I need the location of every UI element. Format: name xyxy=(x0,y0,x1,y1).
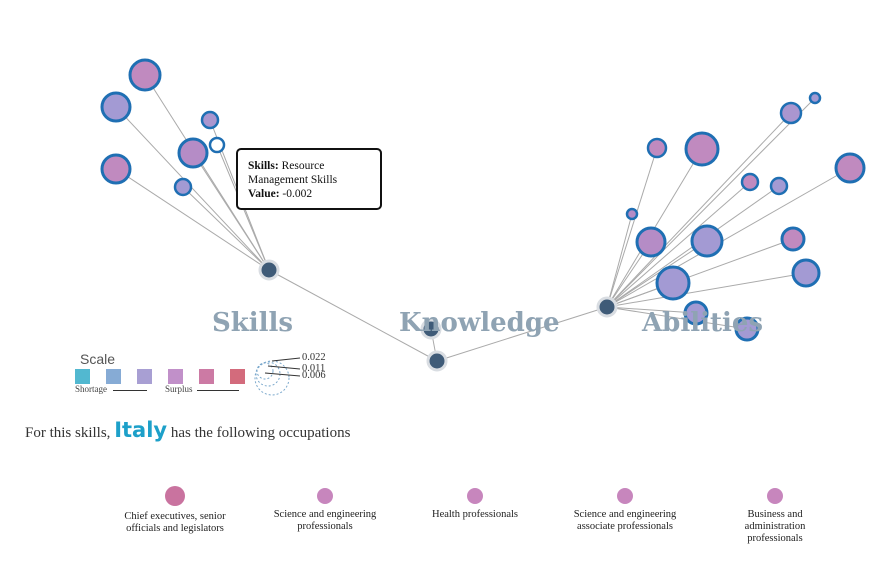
ability-link xyxy=(606,306,697,314)
knowledge-category-label: Knowledge xyxy=(399,308,560,338)
skills-hub-node[interactable] xyxy=(258,259,280,281)
tooltip-value: -0.002 xyxy=(282,188,313,200)
occupation-label: Health professionals xyxy=(431,509,519,520)
skill-link xyxy=(182,186,270,271)
ability-node[interactable] xyxy=(655,265,691,301)
skill-link xyxy=(115,168,270,271)
knowledge-hub-node[interactable] xyxy=(426,350,448,372)
occupation-label: Chief executives, senior officials and l… xyxy=(124,511,226,534)
skill-link xyxy=(115,106,270,271)
ability-link xyxy=(606,167,851,308)
ability-link xyxy=(606,97,816,308)
ability-node[interactable] xyxy=(635,226,667,258)
occupation-item[interactable]: Science and engineering professionals xyxy=(270,486,380,533)
size-legend-value-medium: 0.011 xyxy=(302,363,326,374)
ability-node[interactable] xyxy=(791,258,821,288)
abilities-category-label: Abilities xyxy=(641,308,763,338)
ability-link xyxy=(606,306,748,330)
ability-node[interactable] xyxy=(779,101,803,125)
scale-swatch xyxy=(168,369,183,384)
tooltip-value-key: Value: xyxy=(248,188,280,200)
node-tooltip: Skills: Resource Management Skills Value… xyxy=(236,148,382,210)
occupation-label: Science and engineering professionals xyxy=(273,509,377,532)
ability-node[interactable] xyxy=(625,207,639,221)
country-name[interactable]: Italy xyxy=(114,418,168,442)
scale-swatch xyxy=(230,369,245,384)
occupation-dot xyxy=(165,486,185,506)
occupations-sentence: For this skills, Italy has the following… xyxy=(25,418,350,442)
scale-swatch xyxy=(199,369,214,384)
ability-node[interactable] xyxy=(690,224,724,258)
ability-node[interactable] xyxy=(740,172,760,192)
ability-link xyxy=(606,272,807,308)
occupation-item[interactable]: Health professionals xyxy=(420,486,530,521)
scale-shortage-label: Shortage xyxy=(75,384,107,394)
ability-node[interactable] xyxy=(646,137,668,159)
ability-node[interactable] xyxy=(769,176,789,196)
tooltip-skill-value: Resource Management Skills xyxy=(248,160,338,186)
occupation-item[interactable]: Science and engineering associate profes… xyxy=(570,486,680,533)
scale-surplus-line xyxy=(197,390,239,391)
skill-node[interactable] xyxy=(100,153,132,185)
scale-swatch xyxy=(75,369,90,384)
scale-swatch xyxy=(106,369,121,384)
ability-node[interactable] xyxy=(684,131,720,167)
abilities-hub-node[interactable] xyxy=(596,296,618,318)
ability-link xyxy=(606,213,633,308)
skill-link xyxy=(192,152,270,271)
occupation-item[interactable]: Business and administration professional… xyxy=(720,486,830,545)
ability-link xyxy=(606,238,794,308)
ability-link xyxy=(606,112,792,308)
scale-surplus-label: Surplus xyxy=(165,384,193,394)
skill-node[interactable] xyxy=(177,137,209,169)
skill-node[interactable] xyxy=(200,110,220,130)
skill-node[interactable] xyxy=(100,91,132,123)
skill-node[interactable] xyxy=(128,58,162,92)
ability-link xyxy=(606,240,708,308)
skills-category-label: Skills xyxy=(212,308,293,338)
ability-link xyxy=(606,181,751,308)
ability-node[interactable] xyxy=(780,226,806,252)
knowledge-sub-node[interactable] xyxy=(420,318,442,340)
occupation-item[interactable]: Chief executives, senior officials and l… xyxy=(120,486,230,535)
tooltip-skill-key: Skills: xyxy=(248,160,279,172)
skill-node[interactable] xyxy=(173,177,193,197)
occupation-label: Science and engineering associate profes… xyxy=(573,509,677,532)
size-legend-value-small: 0.006 xyxy=(302,370,326,381)
skill-node[interactable] xyxy=(208,136,226,154)
skills-knowledge-link xyxy=(268,269,438,362)
size-legend xyxy=(254,357,301,396)
size-legend-value-large: 0.022 xyxy=(302,352,326,363)
ability-node[interactable] xyxy=(834,152,866,184)
occupations-suffix: has the following occupations xyxy=(170,425,351,441)
ability-link xyxy=(606,147,658,308)
occupation-label: Business and administration professional… xyxy=(744,509,806,544)
occupations-prefix: For this skills, xyxy=(25,425,111,441)
occupation-dot xyxy=(767,488,783,504)
knowledge-abilities-link xyxy=(436,306,608,362)
ability-node[interactable] xyxy=(734,316,760,342)
occupation-dot xyxy=(317,488,333,504)
occupation-dot xyxy=(617,488,633,504)
ability-node[interactable] xyxy=(808,91,822,105)
occupation-dot xyxy=(467,488,483,504)
scale-title: Scale xyxy=(80,351,116,367)
scale-swatch xyxy=(137,369,152,384)
scale-shortage-line xyxy=(113,390,147,391)
ability-node[interactable] xyxy=(683,300,709,326)
